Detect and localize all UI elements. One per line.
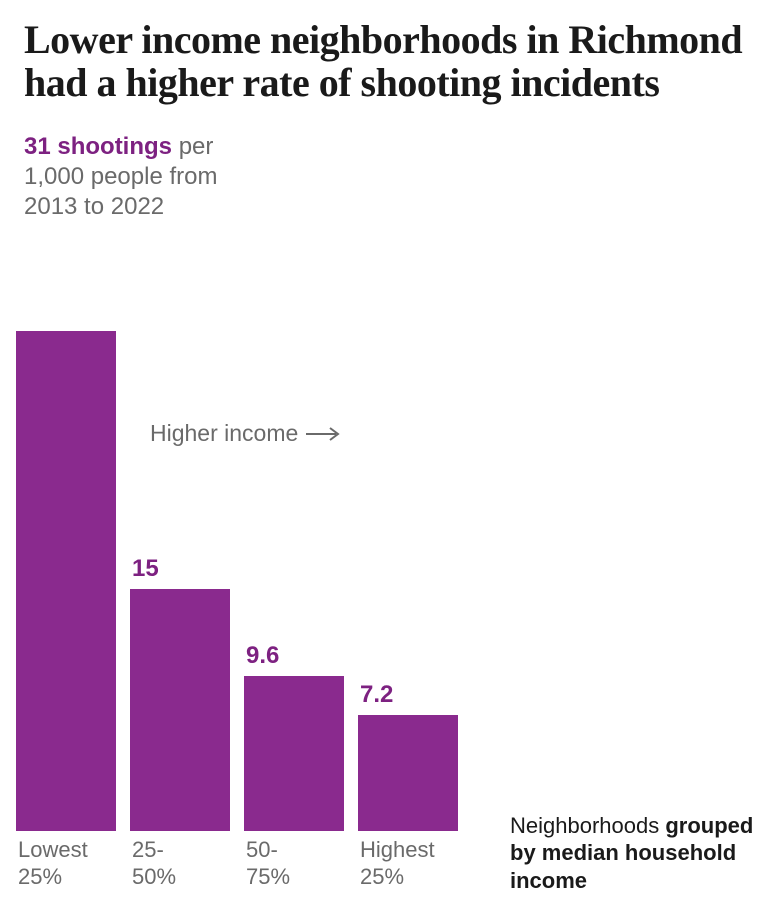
bar-column: 7.2 Highest25% bbox=[358, 681, 458, 890]
bar-value-label: 15 bbox=[130, 555, 159, 585]
chart-headline: Lower income neighborhoods in Richmond h… bbox=[0, 0, 778, 104]
axis-caption-line1: Neighborhoods bbox=[510, 813, 659, 838]
bar-column: Lowest25% bbox=[16, 297, 116, 890]
bar-category-label: 50-75% bbox=[244, 837, 290, 890]
axis-caption: Neighborhoods grouped by median househol… bbox=[510, 812, 760, 895]
bar bbox=[16, 331, 116, 831]
arrow-right-icon bbox=[306, 426, 342, 442]
bar-category-label: Lowest25% bbox=[16, 837, 88, 890]
bar-value-label bbox=[16, 297, 18, 327]
annotation-text: Higher income bbox=[150, 420, 298, 447]
subtitle-emphasis: 31 shootings bbox=[24, 133, 172, 160]
higher-income-annotation: Higher income bbox=[150, 420, 342, 447]
bar bbox=[358, 715, 458, 831]
chart-subtitle: 31 shootings per 1,000 people from 2013 … bbox=[0, 104, 260, 222]
bar bbox=[244, 676, 344, 831]
bar-category-label: 25-50% bbox=[130, 837, 176, 890]
bar-column: 15 25-50% bbox=[130, 555, 230, 890]
bar bbox=[130, 589, 230, 831]
bar-value-label: 7.2 bbox=[358, 681, 393, 711]
bar-value-label: 9.6 bbox=[244, 642, 279, 672]
bar-column: 9.6 50-75% bbox=[244, 642, 344, 890]
bar-category-label: Highest25% bbox=[358, 837, 435, 890]
bar-chart: Lowest25% 15 25-50% 9.6 50-75% 7.2 Highest25% bbox=[16, 297, 458, 890]
